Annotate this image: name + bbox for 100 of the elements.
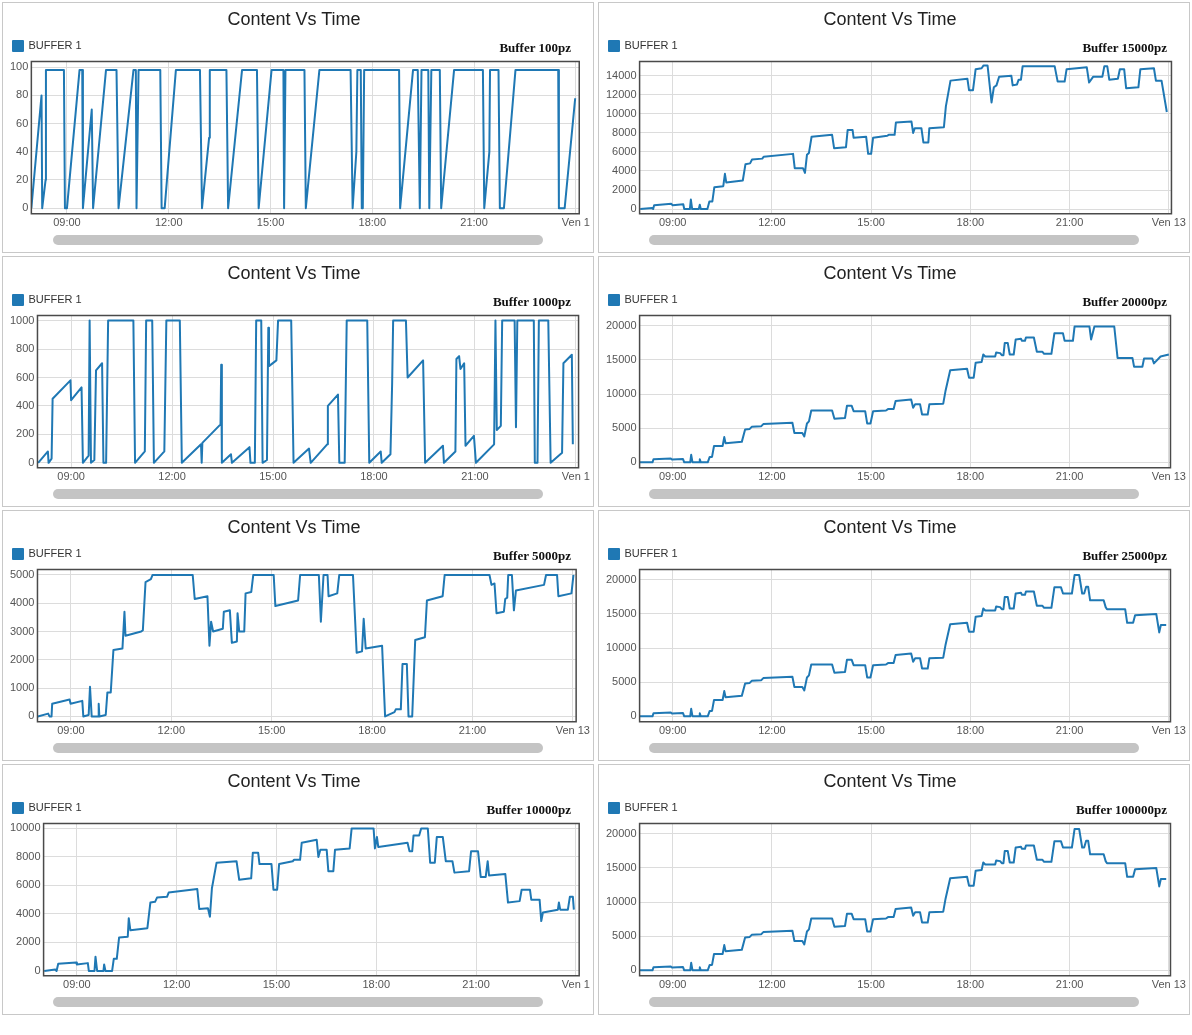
x-tick-label: 21:00 xyxy=(1055,470,1084,483)
x-tick-label: Ven 1 xyxy=(561,978,590,991)
y-tick-label: 5000 xyxy=(612,421,637,434)
y-tick-label: 15000 xyxy=(605,860,637,873)
y-tick-label: 14000 xyxy=(605,68,637,81)
chart-subtitle: Buffer 15000pz xyxy=(1082,40,1167,56)
chart-subtitle: Buffer 10000pz xyxy=(486,802,571,818)
x-tick-label: Ven 13 xyxy=(1151,978,1186,991)
x-tick-label: 12:00 xyxy=(758,978,786,991)
y-tick-label: 12000 xyxy=(605,87,637,100)
x-tick-label: 09:00 xyxy=(658,216,687,229)
x-tick-label: Ven 13 xyxy=(1151,216,1186,229)
y-tick-label: 0 xyxy=(22,201,29,214)
y-tick-label: 0 xyxy=(630,709,637,722)
x-tick-label: 12:00 xyxy=(758,724,786,737)
chart-subtitle: Buffer 100pz xyxy=(499,40,571,56)
chart-title: Content Vs Time xyxy=(227,8,361,29)
legend-label: BUFFER 1 xyxy=(624,801,678,814)
y-tick-label: 10000 xyxy=(9,821,41,834)
y-tick-label: 8000 xyxy=(16,849,41,862)
x-tick-label: 18:00 xyxy=(358,724,386,737)
x-tick-label: 09:00 xyxy=(53,216,81,229)
chart-title: Content Vs Time xyxy=(227,262,361,283)
y-tick-label: 100 xyxy=(9,60,29,73)
y-tick-label: 6000 xyxy=(612,145,637,157)
x-tick-label: 18:00 xyxy=(358,216,387,229)
x-tick-label: Ven 13 xyxy=(1151,470,1186,483)
y-tick-label: 0 xyxy=(34,963,41,976)
legend-label: BUFFER 1 xyxy=(28,293,82,306)
x-tick-label: 09:00 xyxy=(63,978,91,991)
x-tick-label: 15:00 xyxy=(857,724,885,737)
y-tick-label: 80 xyxy=(16,88,29,101)
y-tick-label: 5000 xyxy=(612,675,637,688)
x-tick-label: 21:00 xyxy=(1055,978,1084,991)
x-tick-label: 15:00 xyxy=(256,216,285,229)
x-tick-label: 18:00 xyxy=(956,470,985,483)
x-tick-label: 15:00 xyxy=(257,724,286,737)
y-tick-label: 0 xyxy=(630,202,637,215)
x-tick-label: Ven 13 xyxy=(1151,724,1186,737)
y-tick-label: 15000 xyxy=(605,606,637,619)
y-tick-label: 10000 xyxy=(605,387,637,400)
y-tick-label: 20000 xyxy=(605,572,637,585)
y-tick-label: 2000 xyxy=(612,183,637,196)
y-tick-label: 4000 xyxy=(9,596,35,609)
y-tick-label: 2000 xyxy=(9,652,35,665)
y-tick-label: 0 xyxy=(630,963,637,976)
x-tick-label: 21:00 xyxy=(462,978,490,991)
legend-label: BUFFER 1 xyxy=(28,801,82,814)
y-tick-label: 10000 xyxy=(605,641,637,654)
y-tick-label: 4000 xyxy=(612,164,637,177)
chart-subtitle: Buffer 100000pz xyxy=(1075,802,1167,818)
x-tick-label: 21:00 xyxy=(461,470,489,483)
y-tick-label: 1000 xyxy=(9,313,35,326)
x-tick-label: 15:00 xyxy=(262,978,291,991)
x-tick-label: 09:00 xyxy=(658,724,687,737)
chart-subtitle: Buffer 5000pz xyxy=(492,548,571,564)
x-tick-label: Ven 13 xyxy=(555,724,590,737)
y-tick-label: 0 xyxy=(28,455,35,468)
chart-title: Content Vs Time xyxy=(823,770,957,791)
x-tick-label: 18:00 xyxy=(956,978,985,991)
chart-subtitle: Buffer 20000pz xyxy=(1082,294,1167,310)
y-tick-label: 20000 xyxy=(605,318,637,331)
x-tick-label: 09:00 xyxy=(658,470,687,483)
x-tick-label: 18:00 xyxy=(360,470,388,483)
y-tick-label: 15000 xyxy=(605,352,637,365)
chart-title: Content Vs Time xyxy=(823,8,957,29)
x-tick-label: 12:00 xyxy=(758,470,786,483)
y-tick-label: 3000 xyxy=(9,624,35,637)
y-tick-label: 5000 xyxy=(9,568,35,581)
y-tick-label: 20 xyxy=(16,173,29,186)
chart-title: Content Vs Time xyxy=(823,262,957,283)
legend-label: BUFFER 1 xyxy=(28,39,82,52)
x-tick-label: 18:00 xyxy=(362,978,391,991)
y-tick-label: 5000 xyxy=(612,929,637,942)
y-tick-label: 0 xyxy=(630,455,637,468)
y-tick-label: 4000 xyxy=(16,906,41,919)
x-tick-label: 09:00 xyxy=(57,724,85,737)
chart-subtitle: Buffer 1000pz xyxy=(492,294,571,310)
y-tick-label: 20000 xyxy=(605,826,637,839)
y-tick-label: 200 xyxy=(16,427,35,440)
x-tick-label: 18:00 xyxy=(956,724,985,737)
chart-title: Content Vs Time xyxy=(227,516,361,537)
y-tick-label: 10000 xyxy=(605,106,637,119)
x-tick-label: 12:00 xyxy=(157,724,186,737)
x-tick-label: 12:00 xyxy=(162,978,191,991)
y-tick-label: 6000 xyxy=(16,878,41,891)
x-tick-label: Ven 1 xyxy=(561,216,590,229)
y-tick-label: 1000 xyxy=(9,681,35,694)
chart-subtitle: Buffer 25000pz xyxy=(1082,548,1167,564)
y-tick-label: 40 xyxy=(16,144,29,157)
x-tick-label: 09:00 xyxy=(57,470,85,483)
y-tick-label: 2000 xyxy=(16,935,41,948)
y-tick-label: 10000 xyxy=(605,895,637,908)
legend-label: BUFFER 1 xyxy=(624,547,678,560)
x-tick-label: Ven 1 xyxy=(561,470,590,483)
y-tick-label: 0 xyxy=(28,709,35,722)
x-tick-label: 21:00 xyxy=(1055,216,1084,229)
x-tick-label: 15:00 xyxy=(857,216,885,229)
x-tick-label: 15:00 xyxy=(259,470,287,483)
y-tick-label: 600 xyxy=(16,370,35,383)
